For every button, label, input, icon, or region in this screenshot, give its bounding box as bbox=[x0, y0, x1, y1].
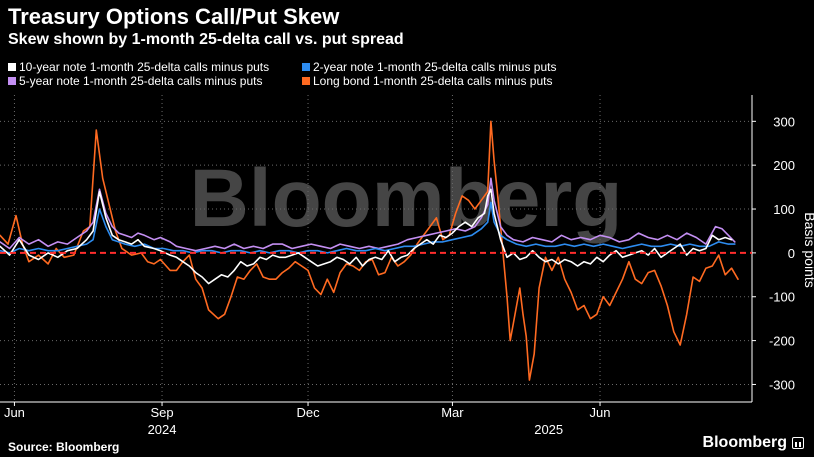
source-note: Source: Bloomberg bbox=[8, 440, 120, 454]
legend-swatch bbox=[8, 63, 16, 71]
series-line bbox=[0, 201, 736, 254]
y-tick-label: 100 bbox=[773, 202, 795, 217]
legend-item-5-year: 5-year note 1-month 25-delta calls minus… bbox=[8, 74, 262, 88]
y-tick-label: -300 bbox=[769, 377, 795, 392]
legend-swatch bbox=[302, 77, 310, 85]
x-tick-label: Sep bbox=[150, 405, 173, 420]
legend-item-2-year: 2-year note 1-month 25-delta calls minus… bbox=[302, 60, 556, 74]
series-line bbox=[0, 177, 736, 252]
legend-swatch bbox=[302, 63, 310, 71]
chart-share-icon bbox=[792, 437, 804, 449]
legend-label: 2-year note 1-month 25-delta calls minus… bbox=[313, 60, 557, 74]
bloomberg-logo: Bloomberg bbox=[703, 434, 804, 452]
y-tick-label: 0 bbox=[788, 246, 795, 261]
bloomberg-watermark: Bloomberg bbox=[190, 153, 623, 244]
brand-text: Bloomberg bbox=[702, 434, 787, 451]
legend-swatch bbox=[8, 77, 16, 85]
x-year-label: 2025 bbox=[534, 422, 563, 437]
y-tick-label: 300 bbox=[773, 114, 795, 129]
chart-subtitle: Skew shown by 1-month 25-delta call vs. … bbox=[8, 31, 404, 48]
y-tick-label: 200 bbox=[773, 158, 795, 173]
gridlines bbox=[0, 95, 752, 402]
x-tick-label: Dec bbox=[296, 405, 320, 420]
y-axis-label: Basis points bbox=[802, 212, 814, 287]
x-year-label: 2024 bbox=[148, 422, 177, 437]
x-tick-label: Jun bbox=[4, 405, 25, 420]
axes: 300 200 100 0 -100 -200 -300 Jun Sep Dec Mar Jun 202… bbox=[0, 95, 795, 437]
legend-label: 10-year note 1-month 25-delta calls minu… bbox=[19, 60, 270, 74]
legend-item-long-bond: Long bond 1-month 25-delta calls minus p… bbox=[302, 74, 552, 88]
series-line bbox=[0, 120, 739, 381]
legend-item-10-year: 10-year note 1-month 25-delta calls minu… bbox=[8, 60, 269, 74]
chart-title: Treasury Options Call/Put Skew bbox=[8, 4, 340, 29]
x-tick-label: Mar bbox=[441, 405, 464, 420]
y-tick-label: -200 bbox=[769, 334, 795, 349]
y-tick-label: -100 bbox=[769, 290, 795, 305]
x-tick-label: Jun bbox=[590, 405, 611, 420]
legend-label: 5-year note 1-month 25-delta calls minus… bbox=[19, 74, 263, 88]
legend-label: Long bond 1-month 25-delta calls minus p… bbox=[313, 74, 553, 88]
